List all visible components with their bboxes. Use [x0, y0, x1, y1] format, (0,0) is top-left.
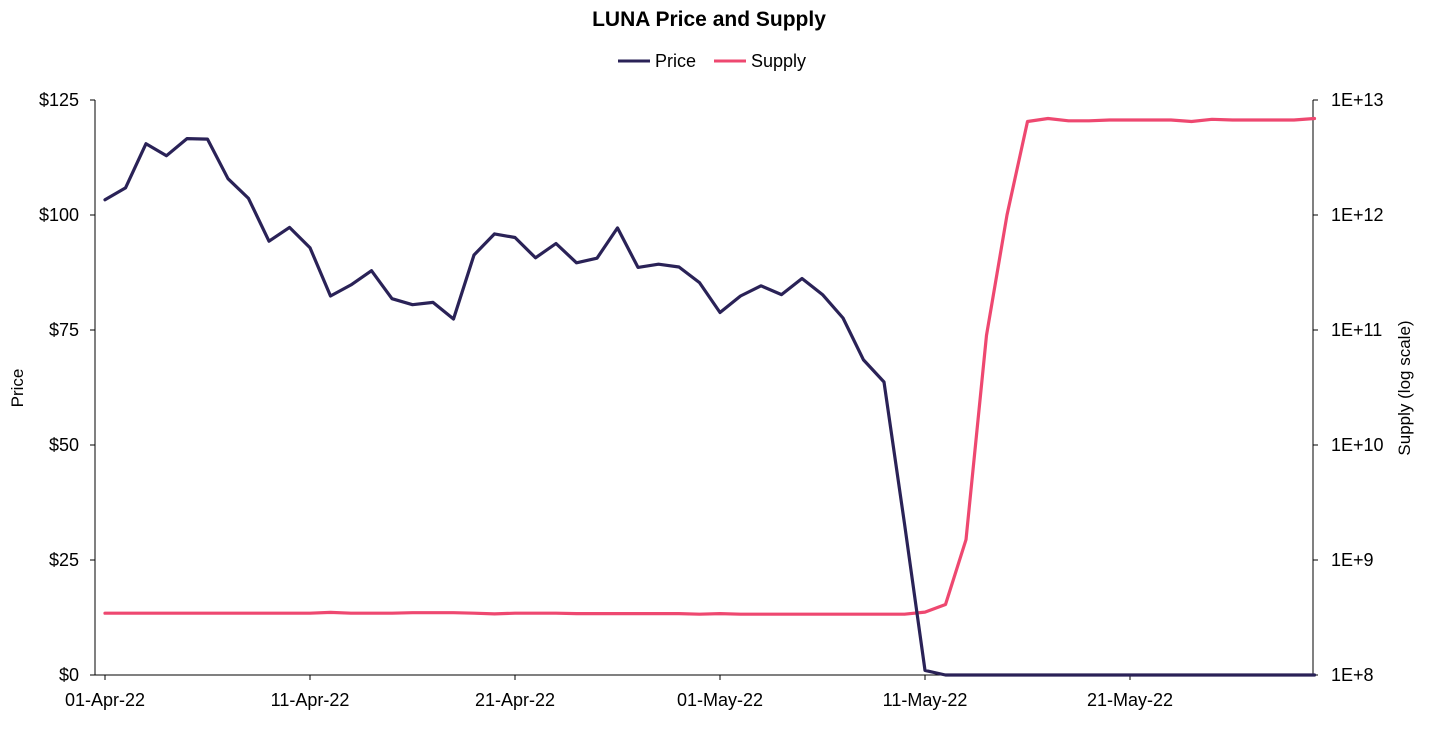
right-axis-title: Supply (log scale)	[1395, 320, 1414, 455]
right-axis-ticks: 1E+8 1E+9 1E+10 1E+11 1E+12 1E+13	[1313, 90, 1384, 685]
right-tick-label: 1E+11	[1331, 320, 1382, 340]
series-line-price	[103, 137, 1317, 677]
x-tick-label: 01-May-22	[677, 690, 763, 710]
left-tick-label: $25	[49, 550, 79, 570]
left-tick-label: $0	[59, 665, 79, 685]
left-tick-label: $100	[39, 205, 79, 225]
legend-label-price: Price	[655, 51, 696, 71]
legend: Price Supply	[618, 51, 806, 71]
x-tick-label: 21-Apr-22	[475, 690, 555, 710]
right-tick-label: 1E+10	[1331, 435, 1384, 455]
chart-title: LUNA Price and Supply	[592, 8, 826, 31]
x-tick-label: 01-Apr-22	[65, 690, 145, 710]
left-axis-title: Price	[8, 369, 27, 408]
series-group	[103, 116, 1317, 677]
right-tick-label: 1E+9	[1331, 550, 1374, 570]
series-line-supply	[103, 116, 1317, 616]
x-axis-ticks: 01-Apr-22 11-Apr-22 21-Apr-22 01-May-22 11-M…	[65, 675, 1173, 710]
x-tick-label: 21-May-22	[1087, 690, 1173, 710]
left-axis-ticks: $0 $25 $50 $75 $100 $125	[39, 90, 95, 685]
left-tick-label: $50	[49, 435, 79, 455]
right-tick-label: 1E+12	[1331, 205, 1384, 225]
left-tick-label: $75	[49, 320, 79, 340]
right-tick-label: 1E+13	[1331, 90, 1384, 110]
x-tick-label: 11-May-22	[883, 690, 968, 710]
legend-label-supply: Supply	[751, 51, 806, 71]
left-tick-label: $125	[39, 90, 79, 110]
right-tick-label: 1E+8	[1331, 665, 1374, 685]
x-tick-label: 11-Apr-22	[271, 690, 350, 710]
